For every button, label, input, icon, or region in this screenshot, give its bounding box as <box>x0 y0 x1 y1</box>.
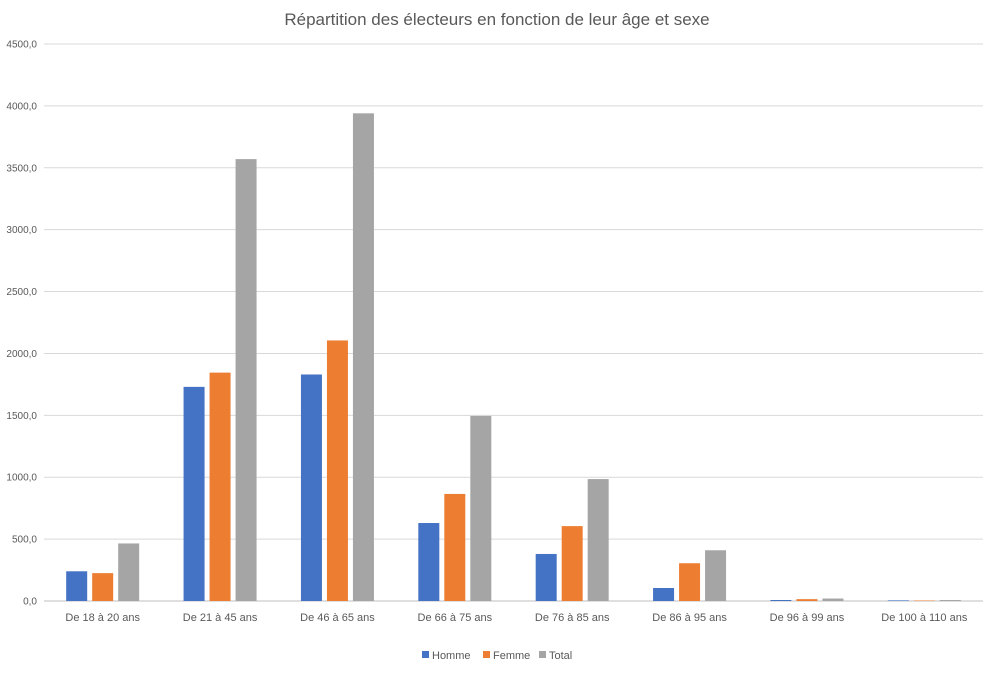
y-tick-label: 2000,0 <box>6 349 37 360</box>
legend-swatch-femme <box>483 651 490 658</box>
y-axis-ticks: 0,0 500,0 1000,0 1500,0 2000,0 2500,0 3000,0 35… <box>6 40 37 608</box>
x-tick-label: De 18 à 20 ans <box>65 612 140 624</box>
x-tick-label: De 100 à 110 ans <box>881 612 968 624</box>
chart-title: Répartition des électeurs en fonction de… <box>284 10 709 29</box>
bar-femme-4 <box>561 526 583 601</box>
bars <box>66 113 961 601</box>
bar-femme-0 <box>92 573 114 601</box>
bar-homme-7 <box>887 600 909 601</box>
bar-total-2 <box>352 113 374 601</box>
bar-homme-6 <box>770 600 792 601</box>
y-tick-label: 1500,0 <box>6 411 37 422</box>
y-tick-label: 500,0 <box>12 535 37 546</box>
y-tick-label: 4000,0 <box>6 101 37 112</box>
bar-total-4 <box>587 479 609 601</box>
x-tick-label: De 76 à 85 ans <box>535 612 610 624</box>
bar-homme-4 <box>535 553 557 601</box>
bar-homme-5 <box>653 588 675 601</box>
legend: Homme Femme Total <box>422 650 572 662</box>
bar-femme-1 <box>209 372 231 601</box>
bar-total-0 <box>118 543 140 601</box>
y-tick-label: 0,0 <box>23 597 37 608</box>
bar-total-5 <box>705 550 727 601</box>
bar-total-6 <box>822 598 844 601</box>
legend-label-homme: Homme <box>432 650 471 662</box>
legend-swatch-total <box>539 651 546 658</box>
x-tick-label: De 46 à 65 ans <box>300 612 375 624</box>
x-tick-label: De 96 à 99 ans <box>770 612 845 624</box>
y-tick-label: 4500,0 <box>6 40 37 51</box>
bar-femme-6 <box>796 599 818 601</box>
bar-total-3 <box>470 415 492 601</box>
bar-homme-0 <box>66 571 88 601</box>
y-tick-label: 2500,0 <box>6 287 37 298</box>
legend-label-femme: Femme <box>493 650 530 662</box>
y-tick-label: 3000,0 <box>6 225 37 236</box>
x-tick-label: De 66 à 75 ans <box>418 612 493 624</box>
y-tick-label: 1000,0 <box>6 473 37 484</box>
bar-total-1 <box>235 159 257 601</box>
bar-total-7 <box>939 600 961 601</box>
legend-swatch-homme <box>422 651 429 658</box>
x-tick-label: De 21 à 45 ans <box>183 612 258 624</box>
bar-femme-2 <box>326 340 348 601</box>
bar-homme-1 <box>183 386 205 601</box>
x-axis-ticks: De 18 à 20 ans De 21 à 45 ans De 46 à 65 a… <box>65 612 967 624</box>
bar-homme-3 <box>418 523 440 601</box>
legend-label-total: Total <box>549 650 572 662</box>
bar-homme-2 <box>300 374 322 601</box>
x-tick-label: De 86 à 95 ans <box>652 612 727 624</box>
bar-femme-5 <box>679 563 701 601</box>
y-tick-label: 3500,0 <box>6 163 37 174</box>
bar-femme-3 <box>444 493 466 601</box>
